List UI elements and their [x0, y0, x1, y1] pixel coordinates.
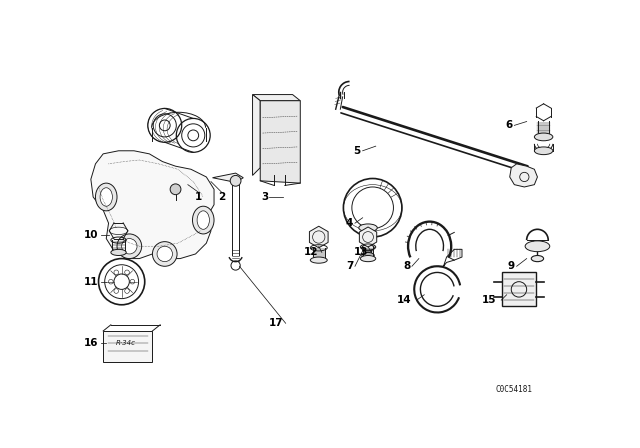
Polygon shape — [502, 272, 536, 306]
Polygon shape — [360, 227, 377, 247]
Ellipse shape — [193, 206, 214, 234]
Text: 11: 11 — [84, 277, 98, 287]
Text: 16: 16 — [84, 338, 98, 348]
Polygon shape — [253, 95, 260, 176]
Polygon shape — [309, 226, 328, 248]
Ellipse shape — [100, 188, 113, 206]
Text: C0C54181: C0C54181 — [496, 385, 533, 394]
Text: 17: 17 — [269, 318, 284, 328]
Ellipse shape — [122, 238, 137, 254]
Text: 10: 10 — [84, 230, 98, 241]
Text: 3: 3 — [261, 192, 269, 202]
Circle shape — [230, 176, 241, 186]
Ellipse shape — [95, 183, 117, 211]
Text: 4: 4 — [346, 218, 353, 228]
Ellipse shape — [111, 250, 126, 255]
Polygon shape — [253, 95, 300, 101]
Ellipse shape — [362, 245, 374, 251]
Text: R·34c: R·34c — [115, 340, 136, 346]
Ellipse shape — [362, 252, 374, 258]
Ellipse shape — [152, 241, 177, 266]
Text: 2: 2 — [218, 192, 225, 202]
Text: 9: 9 — [508, 261, 515, 271]
Polygon shape — [212, 173, 243, 182]
Ellipse shape — [360, 236, 376, 241]
Ellipse shape — [182, 124, 205, 147]
Text: 6: 6 — [506, 121, 513, 130]
Text: 5: 5 — [354, 146, 361, 156]
Ellipse shape — [310, 257, 327, 263]
Ellipse shape — [170, 184, 181, 195]
Text: 12: 12 — [304, 247, 319, 258]
Ellipse shape — [117, 234, 141, 258]
Ellipse shape — [534, 147, 553, 155]
Polygon shape — [260, 101, 300, 183]
Ellipse shape — [359, 224, 378, 232]
Ellipse shape — [153, 114, 176, 137]
Text: 15: 15 — [481, 295, 496, 305]
Ellipse shape — [364, 233, 372, 238]
Text: 14: 14 — [397, 295, 411, 305]
Polygon shape — [91, 151, 214, 258]
Ellipse shape — [534, 133, 553, 141]
Ellipse shape — [525, 241, 550, 252]
Polygon shape — [509, 164, 538, 187]
Ellipse shape — [197, 211, 209, 229]
Text: 1: 1 — [195, 192, 202, 202]
Text: 8: 8 — [403, 261, 410, 271]
Ellipse shape — [157, 246, 172, 262]
Ellipse shape — [360, 255, 376, 262]
Text: 7: 7 — [346, 261, 353, 271]
Polygon shape — [103, 331, 152, 362]
Text: 13: 13 — [353, 247, 368, 258]
Ellipse shape — [531, 255, 543, 262]
